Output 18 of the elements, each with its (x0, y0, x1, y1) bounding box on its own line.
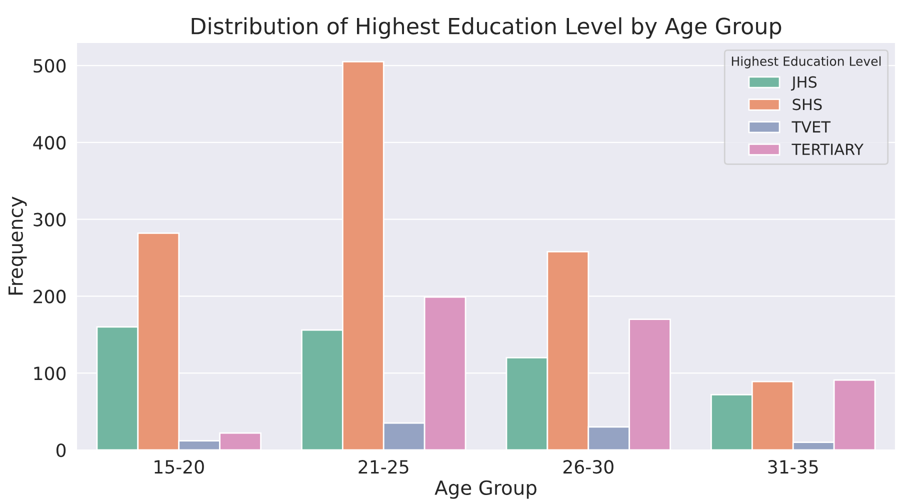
legend-label: SHS (792, 98, 822, 110)
x-tick-label: 21-25 (358, 460, 408, 474)
y-tick-label: 0 (56, 443, 66, 458)
y-tick-label: 500 (34, 59, 66, 73)
legend-title: Highest Education Level (732, 56, 881, 68)
legend-label: TERTIARY (792, 144, 864, 155)
x-tick-label: 15-20 (154, 460, 204, 474)
legend-label: JHS (790, 76, 817, 91)
y-axis-title: Frequency (8, 196, 27, 295)
chart-title: Distribution of Highest Education Level by Age Group (192, 17, 782, 39)
y-tick-label: 100 (34, 366, 66, 380)
y-tick-label: 200 (34, 290, 66, 304)
legend-label: TVET (792, 121, 831, 132)
x-tick-label: 26-30 (563, 460, 614, 474)
y-tick-label: 300 (34, 212, 66, 226)
y-tick-label: 400 (33, 136, 66, 150)
x-tick-label: 31-35 (768, 460, 818, 474)
x-axis-title: Age Group (434, 480, 536, 499)
